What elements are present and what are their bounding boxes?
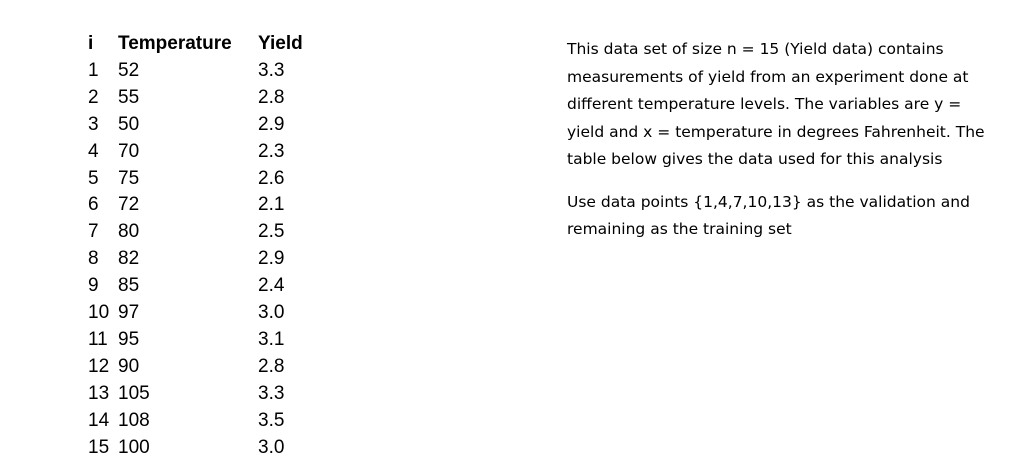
yield-data-table: i Temperature Yield 1 52 3.3 2 55 2.8 3 50 2.9 4 7… [88,31,318,462]
table-body: 1 52 3.3 2 55 2.8 3 50 2.9 4 70 2.3 5 75 2.6 6 72 2.1 7 80 2… [88,58,318,462]
cell-yield: 3.0 [258,302,285,324]
description-text: This data set of size n = 15 (Yield data… [567,36,987,244]
table-row: 14 108 3.5 [88,408,318,435]
cell-yield: 2.9 [258,113,285,135]
cell-yield: 2.1 [258,194,285,216]
cell-temperature: 90 [118,355,140,377]
cell-yield: 2.9 [258,248,285,270]
cell-i: 2 [88,86,99,108]
cell-yield: 3.5 [258,409,285,431]
cell-temperature: 55 [118,86,140,108]
cell-temperature: 80 [118,221,140,243]
description-paragraph-intro: This data set of size n = 15 (Yield data… [567,40,985,168]
cell-i: 7 [88,221,99,243]
column-header-i: i [88,33,94,54]
cell-i: 3 [88,113,99,135]
cell-yield: 2.8 [258,86,285,108]
cell-temperature: 72 [118,194,140,216]
cell-i: 10 [88,302,110,324]
table-row: 8 82 2.9 [88,246,318,273]
cell-temperature: 95 [118,328,140,350]
cell-temperature: 97 [118,302,140,324]
cell-yield: 3.1 [258,328,285,350]
column-header-yield: Yield [258,33,303,54]
cell-i: 13 [88,382,110,404]
table-row: 15 100 3.0 [88,435,318,462]
column-header-temperature: Temperature [118,33,232,54]
cell-temperature: 52 [118,59,140,81]
cell-temperature: 50 [118,113,140,135]
cell-i: 1 [88,59,99,81]
cell-i: 12 [88,355,110,377]
table-row: 11 95 3.1 [88,327,318,354]
cell-temperature: 108 [118,409,150,431]
cell-yield: 2.8 [258,355,285,377]
table-row: 4 70 2.3 [88,139,318,166]
cell-temperature: 100 [118,436,150,458]
cell-i: 4 [88,140,99,162]
cell-i: 5 [88,167,99,189]
table-row: 10 97 3.0 [88,300,318,327]
cell-i: 11 [88,328,108,350]
cell-yield: 3.0 [258,436,285,458]
table-row: 9 85 2.4 [88,273,318,300]
table-row: 12 90 2.8 [88,354,318,381]
cell-i: 8 [88,248,99,270]
table-header-row: i Temperature Yield [88,31,318,58]
table-row: 6 72 2.1 [88,192,318,219]
cell-yield: 2.3 [258,140,285,162]
cell-i: 14 [88,409,110,431]
table-row: 1 52 3.3 [88,58,318,85]
cell-temperature: 70 [118,140,140,162]
cell-i: 9 [88,275,99,297]
cell-yield: 2.6 [258,167,285,189]
description-paragraph-validation: Use data points {1,4,7,10,13} as the val… [567,192,970,239]
cell-temperature: 85 [118,275,140,297]
cell-yield: 2.4 [258,275,285,297]
cell-temperature: 75 [118,167,140,189]
cell-temperature: 82 [118,248,140,270]
table-row: 5 75 2.6 [88,166,318,193]
table-row: 13 105 3.3 [88,381,318,408]
cell-i: 15 [88,436,110,458]
table-row: 3 50 2.9 [88,112,318,139]
cell-temperature: 105 [118,382,150,404]
table-row: 2 55 2.8 [88,85,318,112]
cell-yield: 2.5 [258,221,285,243]
cell-yield: 3.3 [258,382,285,404]
table-row: 7 80 2.5 [88,219,318,246]
cell-i: 6 [88,194,99,216]
cell-yield: 3.3 [258,59,285,81]
